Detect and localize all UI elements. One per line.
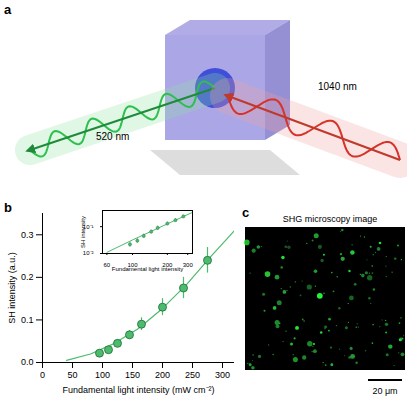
svg-text:0: 0 xyxy=(40,370,45,380)
svg-text:0.0: 0.0 xyxy=(21,357,34,367)
svg-text:20 μm: 20 μm xyxy=(372,386,397,396)
svg-text:200: 200 xyxy=(155,370,170,380)
svg-text:60: 60 xyxy=(104,262,111,268)
svg-text:150: 150 xyxy=(125,370,140,380)
svg-text:1040 nm: 1040 nm xyxy=(318,81,357,92)
svg-text:0.2: 0.2 xyxy=(21,272,34,282)
svg-text:SH intensity (a.u.): SH intensity (a.u.) xyxy=(7,252,17,324)
svg-text:300: 300 xyxy=(183,262,194,268)
svg-text:SHG microscopy image: SHG microscopy image xyxy=(283,214,378,224)
svg-text:100: 100 xyxy=(95,370,110,380)
svg-text:10⁻¹: 10⁻¹ xyxy=(82,223,94,230)
svg-text:520 nm: 520 nm xyxy=(96,131,129,142)
svg-text:SH intensity: SH intensity xyxy=(80,216,86,248)
svg-text:10⁻²: 10⁻² xyxy=(83,250,94,256)
svg-text:250: 250 xyxy=(185,370,200,380)
svg-text:0.1: 0.1 xyxy=(21,315,34,325)
svg-text:c: c xyxy=(242,205,249,220)
svg-text:Fundamental light intensity: Fundamental light intensity xyxy=(112,266,183,272)
svg-text:300: 300 xyxy=(215,370,230,380)
svg-text:Fundamental light intensity (m: Fundamental light intensity (mW cm⁻²) xyxy=(62,385,214,395)
svg-text:50: 50 xyxy=(67,370,77,380)
svg-text:a: a xyxy=(4,2,12,17)
html-text:b: b xyxy=(4,200,12,215)
svg-text:0.3: 0.3 xyxy=(21,230,34,240)
